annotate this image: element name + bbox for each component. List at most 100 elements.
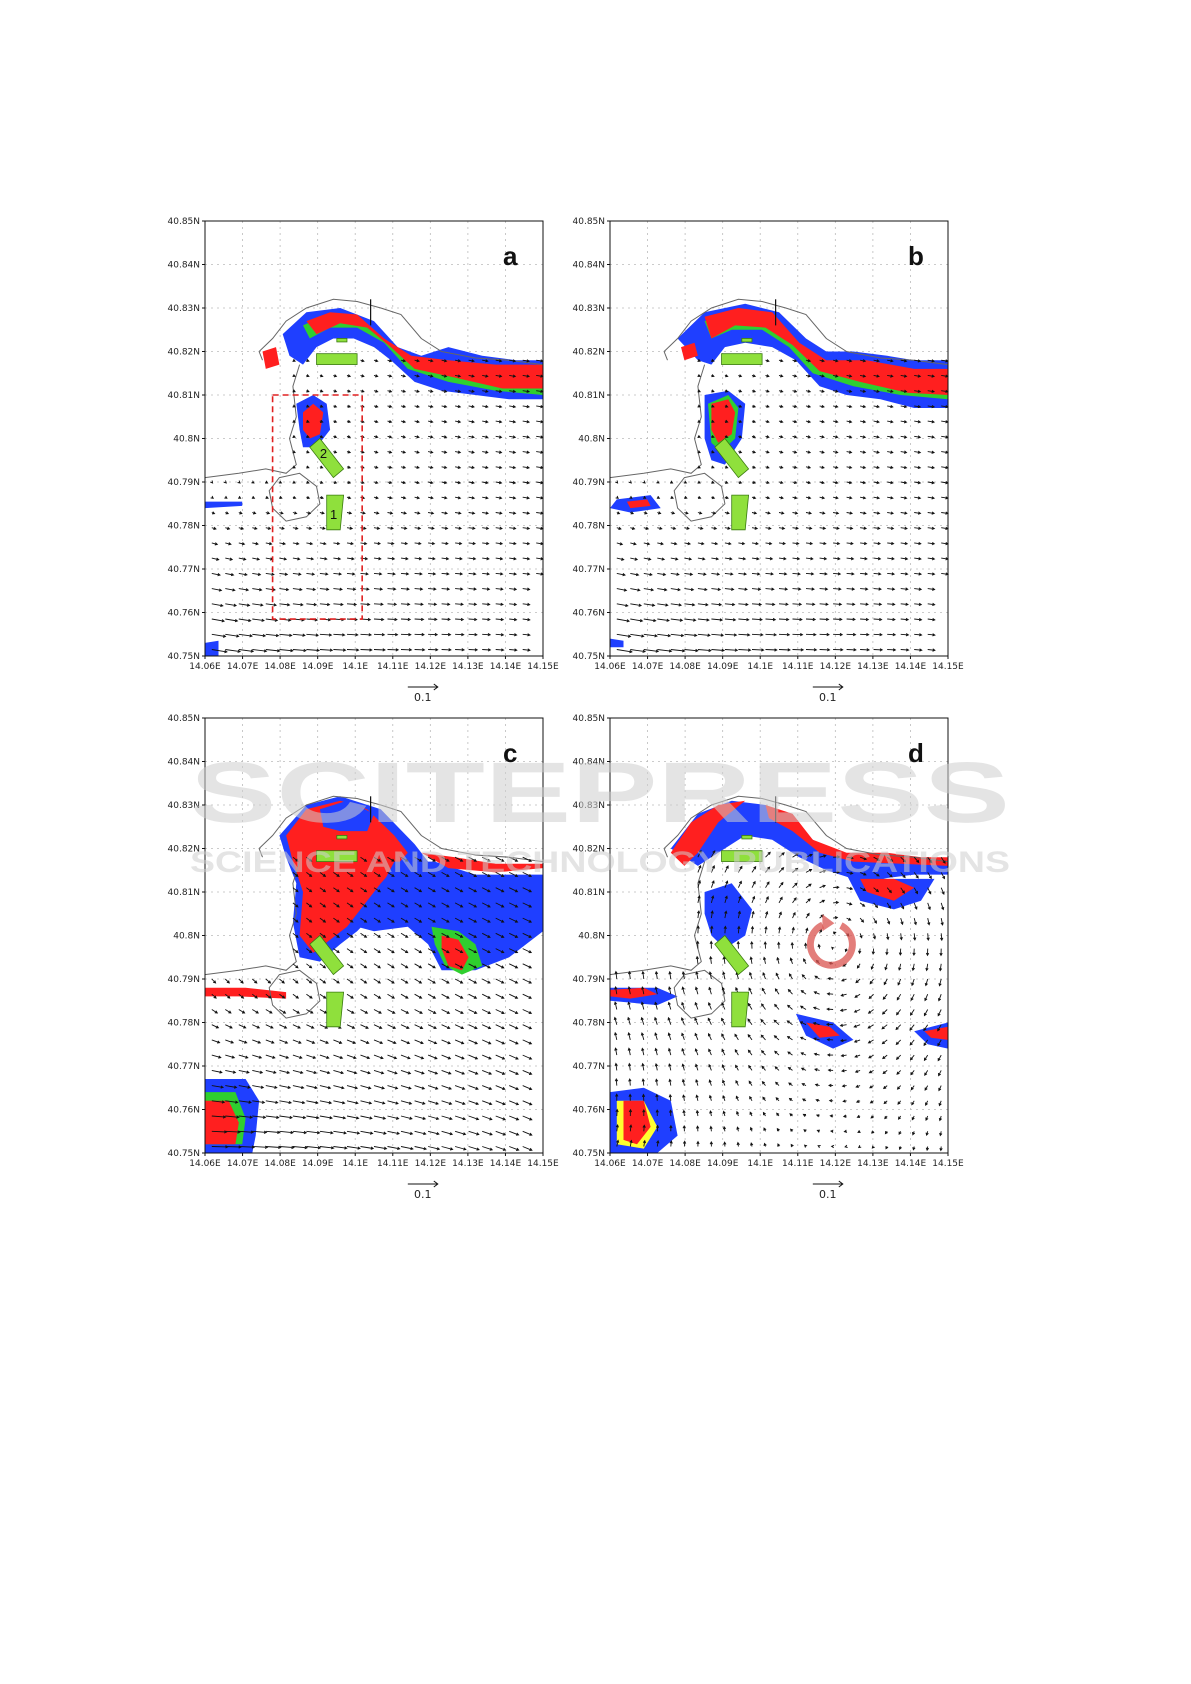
wind-vector: [670, 480, 674, 484]
wind-vector: [792, 633, 804, 637]
wind-vector: [346, 887, 354, 893]
wind-vector: [711, 358, 715, 362]
wind-vector: [509, 1009, 519, 1015]
wind-vector: [346, 1100, 359, 1105]
wind-vector: [938, 978, 942, 987]
map-panel-b: 14.06E 14.07E 14.08E 14.09E 14.1E 14.11E 14.12…: [560, 215, 965, 705]
wind-vector: [711, 541, 719, 546]
wind-vector: [853, 1039, 861, 1043]
wind-vector: [509, 557, 517, 561]
wind-vector: [750, 1142, 754, 1147]
wind-vector: [833, 420, 839, 424]
wind-vector: [750, 925, 755, 934]
wind-vector: [306, 1039, 316, 1044]
wind-vector: [211, 603, 224, 608]
wind-vector: [414, 887, 423, 893]
wind-vector: [522, 618, 531, 622]
wind-vector: [387, 511, 394, 515]
wind-vector: [225, 649, 242, 653]
wind-vector: [882, 1054, 888, 1060]
wind-vector: [884, 1115, 888, 1120]
wind-vector: [792, 526, 799, 530]
wind-vector: [252, 572, 262, 577]
wind-vector: [805, 617, 817, 622]
zone-1: [731, 991, 750, 1028]
wind-vector: [387, 963, 395, 969]
wind-vector: [833, 572, 842, 576]
wind-vector: [805, 853, 813, 858]
wind-vector: [238, 557, 247, 561]
wind-vector: [346, 496, 352, 500]
wind-vector: [833, 496, 839, 500]
wind-vector: [833, 870, 841, 874]
wind-vector: [468, 572, 477, 576]
wind-vector: [454, 1069, 466, 1075]
wind-vector: [925, 963, 929, 972]
wind-vector: [482, 1069, 493, 1075]
wind-vector: [509, 496, 517, 500]
wind-vector: [867, 1039, 874, 1044]
wind-vector: [738, 404, 743, 408]
wind-vector: [427, 1054, 438, 1060]
wind-vector: [292, 872, 299, 877]
wind-vector: [913, 872, 919, 879]
wind-vector: [441, 1130, 454, 1136]
wind-vector: [819, 465, 825, 469]
wind-vector: [697, 526, 704, 530]
x-tick-label: 14.11E: [782, 1159, 814, 1169]
wind-vector: [708, 971, 712, 980]
wind-vector: [765, 374, 770, 378]
y-tick-label: 40.78N: [573, 1019, 606, 1029]
wind-vector: [738, 389, 743, 393]
eddy-rotation-icon: [806, 921, 856, 969]
wind-vector: [387, 617, 398, 622]
wind-vector: [333, 948, 340, 954]
wind-vector: [774, 988, 780, 995]
wind-vector: [856, 1114, 861, 1118]
coastline-west: [609, 861, 706, 976]
wind-vector: [319, 419, 324, 423]
wind-vector: [898, 1131, 902, 1136]
wind-vector: [468, 617, 478, 622]
wind-vector: [455, 572, 464, 576]
wind-vector: [897, 978, 902, 986]
wind-vector: [373, 993, 382, 999]
wind-vector: [804, 942, 808, 949]
wind-vector: [387, 993, 395, 999]
wind-vector: [654, 986, 658, 995]
wind-vector: [910, 1085, 915, 1091]
wind-vector: [482, 359, 489, 363]
wind-vector: [522, 511, 531, 515]
wind-vector: [387, 887, 395, 893]
wind-vector: [670, 633, 685, 638]
wind-vector: [414, 526, 422, 530]
y-tick-label: 40.8N: [173, 435, 200, 445]
wind-vector: [778, 541, 787, 546]
wind-vector: [833, 617, 843, 622]
wind-vector: [373, 617, 385, 622]
wind-vector: [373, 1100, 386, 1105]
x-tick-label: 14.09E: [707, 1159, 739, 1169]
wind-vector: [881, 1009, 888, 1015]
wind-vector: [428, 511, 435, 515]
wind-vector: [667, 1016, 672, 1025]
wind-vector: [873, 633, 883, 637]
wind-vector: [819, 557, 828, 561]
wind-vector: [319, 633, 333, 637]
wind-vector: [441, 1115, 453, 1121]
wind-vector: [509, 932, 519, 938]
wind-vector: [495, 496, 503, 500]
wind-vector: [927, 404, 936, 409]
wind-vector: [927, 359, 936, 363]
wind-vector: [787, 1051, 793, 1056]
wind-vector: [346, 389, 352, 393]
wind-vector: [927, 572, 936, 576]
wind-vector: [887, 511, 894, 515]
wind-vector: [778, 374, 784, 378]
wind-vector: [912, 1131, 916, 1136]
wind-vector: [455, 374, 462, 378]
wind-vector: [455, 420, 462, 424]
wind-vector: [641, 1093, 646, 1101]
wind-vector: [867, 1009, 874, 1014]
wind-vector: [387, 587, 397, 591]
